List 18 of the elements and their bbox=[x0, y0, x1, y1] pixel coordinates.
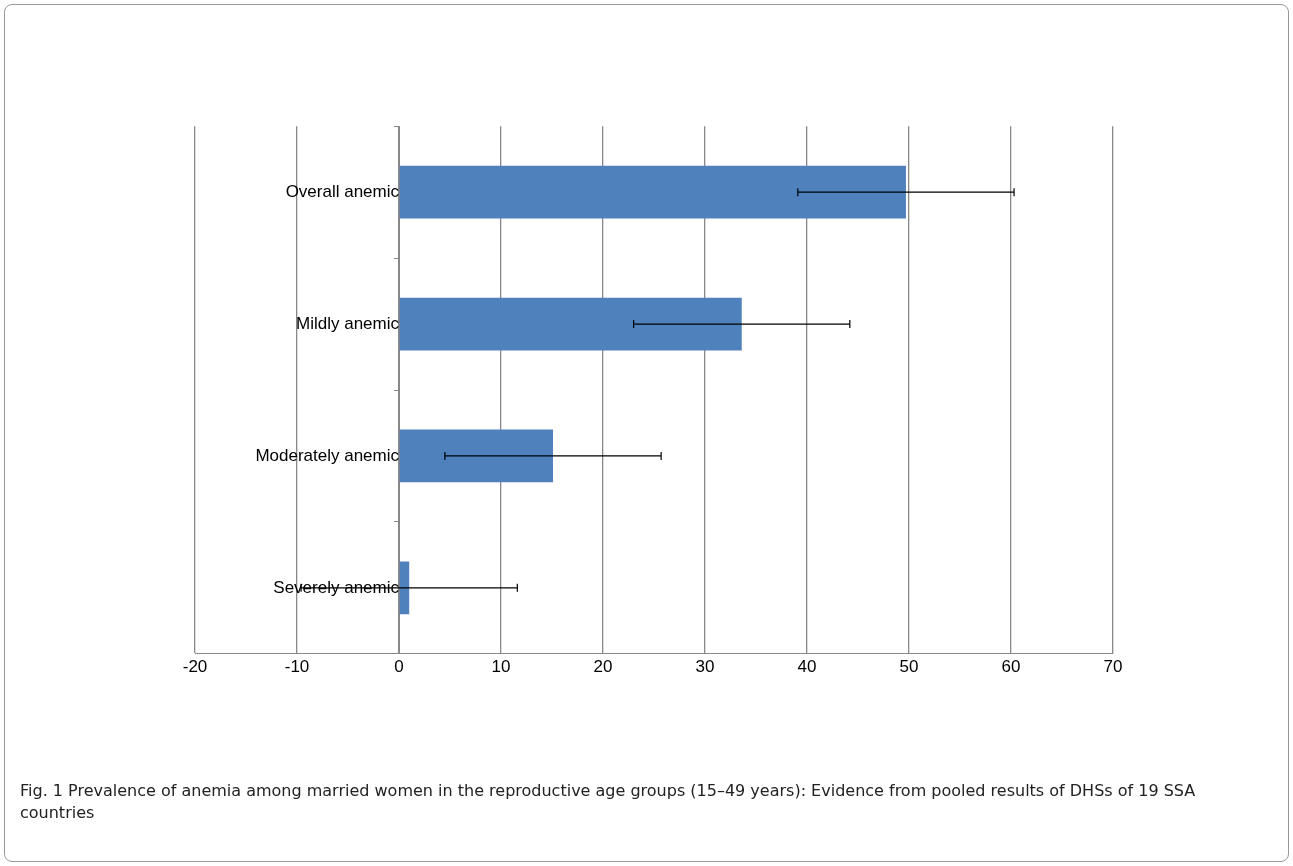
x-tick-label: 20 bbox=[593, 656, 613, 676]
text: Fig. 1 Prevalence of anemia among married women in the reproductive age groups (15–49 years): Evidence from pooled results of DHSs of 19 SSA countries bbox=[20, 780, 1197, 824]
bar bbox=[399, 297, 742, 351]
x-tick-label: 0 bbox=[394, 656, 404, 676]
y-tick-label: Mildly anemic bbox=[296, 313, 400, 333]
x-tick-label: 40 bbox=[797, 656, 817, 676]
x-tick-label: -10 bbox=[284, 656, 310, 676]
y-tick-label: Moderately anemic bbox=[255, 445, 400, 465]
x-tick-label: -20 bbox=[182, 656, 208, 676]
y-tick-label: Overall anemic bbox=[285, 181, 400, 201]
bar bbox=[399, 429, 554, 483]
bar bbox=[399, 561, 410, 615]
bar bbox=[399, 165, 906, 219]
x-tick-label: 70 bbox=[1103, 656, 1123, 676]
x-tick-label: 60 bbox=[1001, 656, 1021, 676]
x-tick-label: 50 bbox=[899, 656, 919, 676]
x-tick-label: 30 bbox=[695, 656, 715, 676]
x-tick-label: 10 bbox=[491, 656, 511, 676]
